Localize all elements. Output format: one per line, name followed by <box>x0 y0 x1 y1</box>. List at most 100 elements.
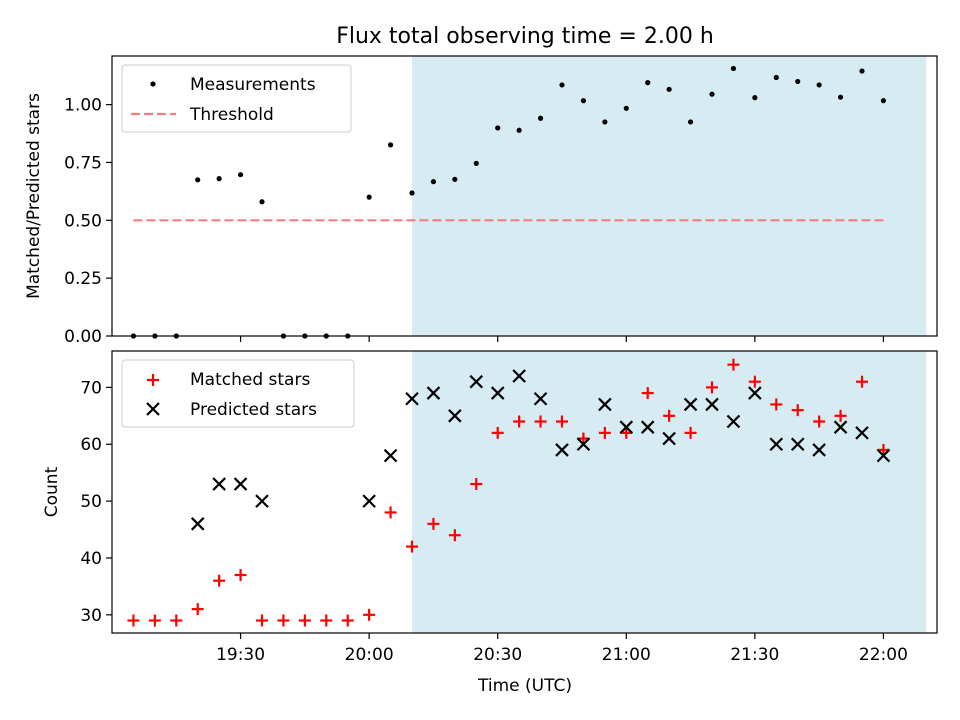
matched-stars-point <box>748 375 761 388</box>
bottom-panel: 30 40 50 60 70 19:30 20:00 20:30 21:00 21:30 22:0… <box>42 350 938 696</box>
predicted-stars-point <box>469 374 484 389</box>
measurement-point <box>495 125 501 131</box>
bottom-y-tick-label: 40 <box>80 549 102 569</box>
matched-stars-point <box>427 517 440 530</box>
top-plot-frame <box>111 55 938 337</box>
predicted-stars-point <box>598 397 612 412</box>
matched-stars-point <box>406 540 418 553</box>
measurement-point <box>859 68 865 74</box>
top-y-tick-label: 0.25 <box>64 269 102 289</box>
matched-stars-point <box>470 478 483 491</box>
measurement-point <box>773 74 779 81</box>
bottom-legend-box <box>121 359 355 428</box>
matched-stars-point <box>663 409 676 422</box>
predicted-stars-point <box>726 414 741 429</box>
predicted-stars-point <box>812 443 826 457</box>
predicted-stars-point <box>748 386 762 400</box>
predicted-stars-point <box>662 431 676 446</box>
measurement-point <box>409 190 415 196</box>
legend-predicted-label: Predicted stars <box>190 400 317 420</box>
measurement-point <box>752 95 758 101</box>
bottom-y-axis: 30 40 50 60 70 <box>80 378 112 626</box>
predicted-stars-point <box>769 437 784 452</box>
x-tick-label: 20:30 <box>473 645 522 665</box>
bottom-y-tick-label: 30 <box>80 606 102 626</box>
matched-stars-point <box>684 426 697 439</box>
predicted-stars-point <box>555 443 569 457</box>
top-y-axis-label: Matched/Predicted stars <box>24 93 44 299</box>
predicted-stars-point <box>426 386 441 400</box>
predicted-stars-point <box>576 437 591 452</box>
matched-stars-point <box>727 358 740 371</box>
legend-predicted-marker <box>146 402 160 416</box>
bottom-y-tick-label: 70 <box>80 378 102 398</box>
bottom-plot-frame <box>111 350 938 634</box>
matched-stars-point <box>148 614 161 627</box>
matched-stars-point <box>513 415 526 428</box>
bottom-shaded-span <box>412 351 927 633</box>
matched-stars-point <box>534 415 547 428</box>
measurement-point <box>452 176 458 182</box>
predicted-stars-point <box>490 386 505 400</box>
predicted-stars-point <box>405 391 419 406</box>
predicted-stars-point <box>212 477 226 491</box>
measurement-point <box>623 105 629 111</box>
legend-measurements-label: Measurements <box>190 75 316 95</box>
measurement-point <box>645 80 651 86</box>
predicted-stars-point <box>533 391 548 406</box>
matched-stars-point <box>363 608 376 621</box>
predicted-stars-point <box>876 448 891 463</box>
matched-stars-point <box>770 398 783 411</box>
predicted-stars-point <box>448 409 462 423</box>
x-tick-label: 21:30 <box>730 645 779 665</box>
predicted-stars-point <box>640 420 655 434</box>
measurement-point <box>237 172 244 178</box>
x-tick-label: 21:00 <box>602 645 651 665</box>
matched-stars-point <box>384 506 397 519</box>
matched-stars-point <box>813 415 826 428</box>
x-tick-label: 19:30 <box>216 645 265 665</box>
top-y-tick-label: 0.50 <box>64 211 102 231</box>
measurement-point <box>837 94 844 100</box>
measurement-point <box>709 91 715 97</box>
matched-stars-point <box>620 426 633 439</box>
top-legend: Measurements Threshold <box>121 64 352 133</box>
top-shaded-span <box>412 56 927 336</box>
matched-stars-point <box>556 415 568 428</box>
measurement-point <box>430 179 437 185</box>
measurement-point <box>795 78 801 85</box>
top-y-axis: 0.00 0.25 0.50 0.75 1.00 <box>64 96 112 347</box>
measurement-point <box>259 199 265 205</box>
legend-matched-marker <box>147 374 159 386</box>
matched-stars-point <box>234 569 247 582</box>
legend-matched-label: Matched stars <box>190 370 310 390</box>
matched-stars-point <box>706 381 718 394</box>
predicted-stars-point <box>512 369 526 383</box>
top-panel: 0.00 0.25 0.50 0.75 1.00 Matched/Predicted s… <box>24 55 938 347</box>
matched-stars-point <box>877 443 890 456</box>
top-y-tick-label: 1.00 <box>64 96 102 116</box>
measurement-point <box>537 115 544 121</box>
x-tick-label: 20:00 <box>345 645 394 665</box>
legend-threshold-label: Threshold <box>189 105 274 125</box>
predicted-stars-point <box>362 494 376 508</box>
measurement-point <box>387 142 394 148</box>
matched-stars-point <box>320 614 333 627</box>
matched-stars-point <box>277 614 290 627</box>
matched-stars-point <box>448 529 461 542</box>
x-axis-label: Time (UTC) <box>477 676 572 696</box>
matched-stars-point <box>298 614 311 627</box>
predicted-stars-point <box>233 477 248 491</box>
matched-stars-point <box>170 614 183 627</box>
bottom-y-tick-label: 60 <box>80 435 102 455</box>
matched-stars-point <box>341 614 354 627</box>
predicted-stars-point <box>683 397 698 412</box>
matched-stars-point <box>856 375 868 388</box>
matched-stars-point <box>598 426 611 439</box>
matched-stars-point <box>491 426 504 439</box>
measurement-point <box>366 194 372 200</box>
matched-stars-point <box>834 409 847 422</box>
figure-title: Flux total observing time = 2.00 h <box>336 24 714 49</box>
x-tick-label: 22:00 <box>859 645 908 665</box>
bottom-marks <box>127 358 891 627</box>
